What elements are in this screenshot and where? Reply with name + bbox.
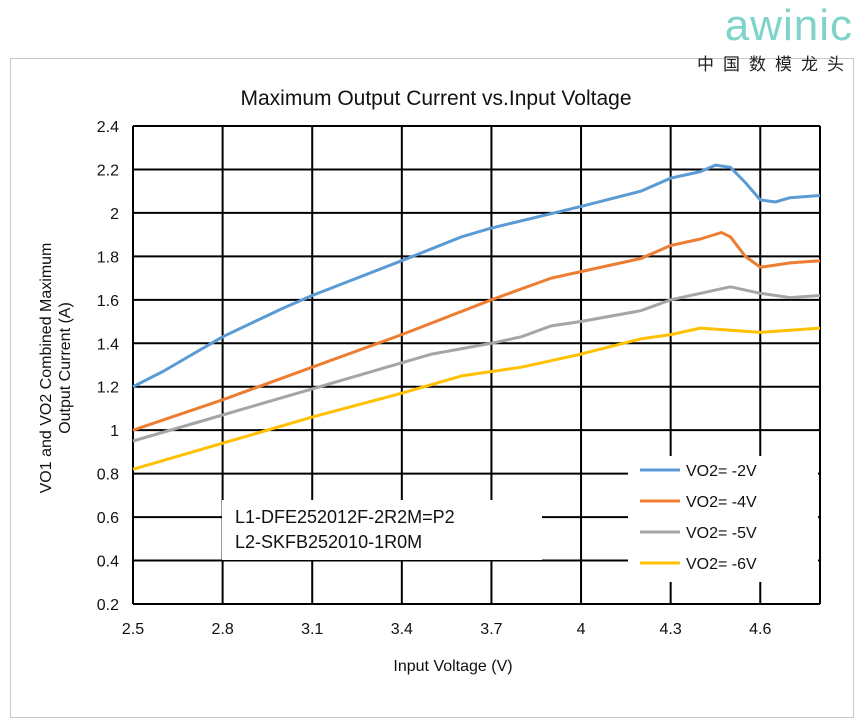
x-tick-label: 4 <box>577 621 586 638</box>
x-tick-label: 3.4 <box>391 621 413 638</box>
legend-box <box>628 456 818 582</box>
y-tick-label: 2.2 <box>97 162 119 179</box>
chart-frame <box>10 58 854 718</box>
y-tick-label: 1.8 <box>97 249 119 266</box>
y-tick-label: 0.8 <box>97 467 119 484</box>
annotation-background <box>222 500 542 560</box>
series-line-2 <box>132 285 821 443</box>
y-axis-label: Output Current (A) <box>57 302 74 434</box>
y-axis-label: VO1 and VO2 Combined Maximum <box>38 243 55 494</box>
x-tick-label: 3.7 <box>480 621 502 638</box>
logo-tagline: 中国数模龙头 <box>697 55 853 74</box>
legend-label: VO2= -6V <box>686 556 757 573</box>
annotation-text: L2-SKFB252010-1R0M <box>235 532 422 552</box>
awinic-logo: awinic 中国数模龙头 <box>697 4 853 75</box>
y-tick-label: 1.6 <box>97 293 119 310</box>
y-tick-label: 1 <box>110 423 119 440</box>
y-tick-label: 1.4 <box>97 336 119 353</box>
y-tick-label: 0.4 <box>97 554 119 571</box>
y-tick-label: 2.4 <box>97 119 119 136</box>
x-tick-label: 4.6 <box>749 621 771 638</box>
legend-label: VO2= -5V <box>686 525 757 542</box>
x-tick-label: 2.8 <box>211 621 233 638</box>
annotation-text: L1-DFE252012F-2R2M=P2 <box>235 507 455 527</box>
y-tick-label: 0.2 <box>97 597 119 614</box>
x-tick-label: 4.3 <box>660 621 682 638</box>
series-line-1 <box>132 231 821 432</box>
y-tick-label: 1.2 <box>97 380 119 397</box>
y-tick-label: 0.6 <box>97 510 119 527</box>
chart-title: Maximum Output Current vs.Input Voltage <box>240 87 631 110</box>
legend-label: VO2= -2V <box>686 463 757 480</box>
x-axis-label: Input Voltage (V) <box>393 658 512 675</box>
series-line-3 <box>132 326 821 471</box>
x-tick-label: 2.5 <box>122 621 144 638</box>
legend-label: VO2= -4V <box>686 494 757 511</box>
x-tick-label: 3.1 <box>301 621 323 638</box>
logo-brand: awinic <box>724 1 853 50</box>
y-tick-label: 2 <box>110 206 119 223</box>
series-line-0 <box>132 163 821 389</box>
